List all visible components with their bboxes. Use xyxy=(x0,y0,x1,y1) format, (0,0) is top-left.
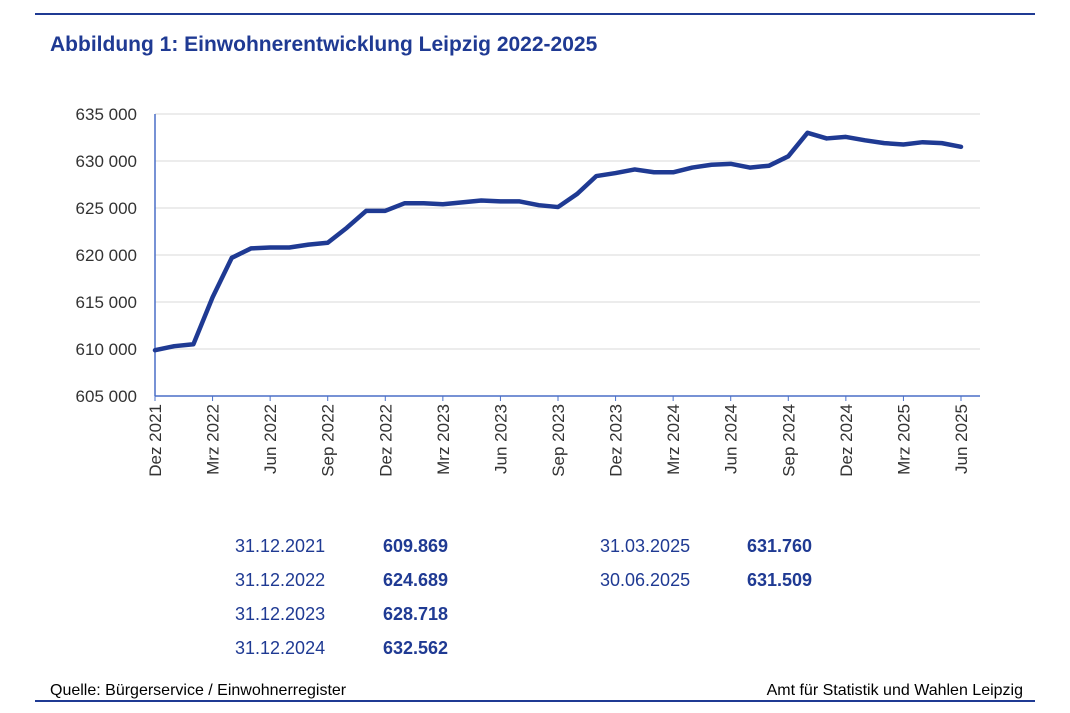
table-value: 631.509 xyxy=(747,570,813,590)
y-tick-label: 625 000 xyxy=(76,199,137,218)
x-tick-label: Dez 2024 xyxy=(837,404,856,477)
x-tick-label: Mrz 2022 xyxy=(204,404,223,475)
y-tick-label: 615 000 xyxy=(76,293,137,312)
table-date: 31.03.2025 xyxy=(600,536,691,556)
table-date: 31.12.2023 xyxy=(235,604,326,624)
x-tick-label: Jun 2023 xyxy=(491,404,510,474)
x-tick-label: Jun 2024 xyxy=(722,404,741,474)
y-tick-label: 630 000 xyxy=(76,152,137,171)
table-date: 31.12.2022 xyxy=(235,570,326,590)
top-rule xyxy=(35,13,1035,15)
table-value: 628.718 xyxy=(383,604,449,624)
chart-title: Abbildung 1: Einwohnerentwicklung Leipzi… xyxy=(50,33,598,56)
table-value: 632.562 xyxy=(383,638,449,658)
x-tick-label: Sep 2022 xyxy=(319,404,338,477)
x-tick-label: Dez 2021 xyxy=(146,404,165,477)
x-tick-label: Jun 2025 xyxy=(952,404,971,474)
x-tick-label: Jun 2022 xyxy=(261,404,280,474)
x-tick-label: Sep 2023 xyxy=(549,404,568,477)
y-tick-label: 635 000 xyxy=(76,105,137,124)
y-tick-label: 610 000 xyxy=(76,340,137,359)
table-value: 624.689 xyxy=(383,570,449,590)
table-value: 609.869 xyxy=(383,536,449,556)
source-note: Quelle: Bürgerservice / Einwohnerregiste… xyxy=(50,682,347,699)
x-tick-label: Mrz 2023 xyxy=(434,404,453,475)
population-line xyxy=(152,130,964,353)
x-tick-label: Dez 2023 xyxy=(607,404,626,477)
table-value: 631.760 xyxy=(747,536,813,556)
y-tick-label: 620 000 xyxy=(76,246,137,265)
publisher-note: Amt für Statistik und Wahlen Leipzig xyxy=(766,682,1023,699)
x-tick-label: Mrz 2025 xyxy=(894,404,913,475)
table-date: 31.12.2024 xyxy=(235,638,326,658)
table-date: 31.12.2021 xyxy=(235,536,326,556)
table-date: 30.06.2025 xyxy=(600,570,691,590)
bottom-rule xyxy=(35,700,1035,702)
x-tick-label: Mrz 2024 xyxy=(664,404,683,475)
y-tick-label: 605 000 xyxy=(76,387,137,406)
x-tick-label: Sep 2024 xyxy=(779,404,798,477)
x-tick-label: Dez 2022 xyxy=(376,404,395,477)
